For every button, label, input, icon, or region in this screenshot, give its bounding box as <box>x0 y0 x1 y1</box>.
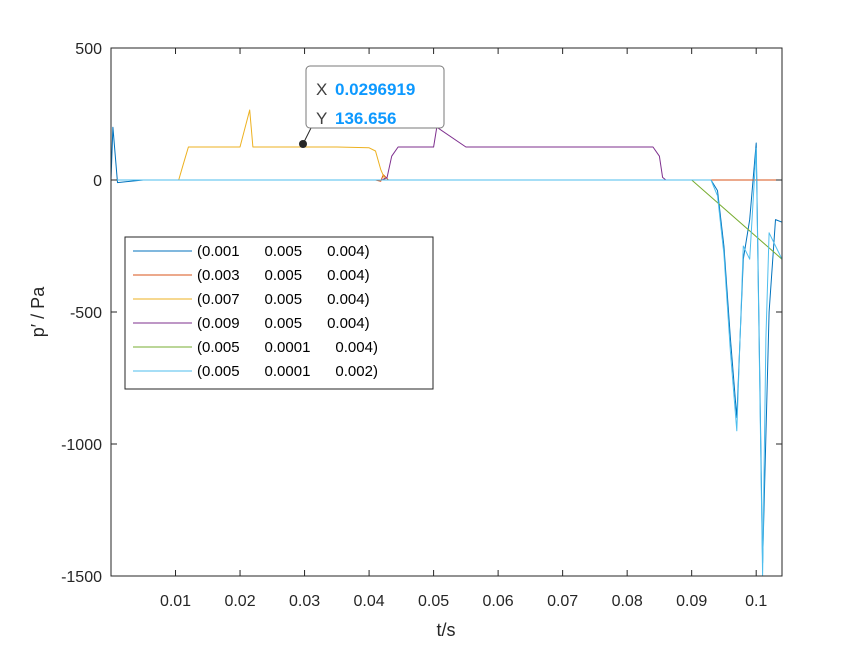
datatip-box <box>305 65 445 129</box>
legend-label-4: (0.009 0.005 0.004) <box>197 315 370 332</box>
y-tick-label: -500 <box>70 305 102 322</box>
datatip-y-key: Y <box>316 109 327 128</box>
y-axis-label: p′ / Pa <box>28 286 48 337</box>
legend[interactable]: (0.001 0.005 0.004) (0.003 0.005 0.004) (0… <box>124 236 434 390</box>
data-tip[interactable]: X 0.0296919 Y 136.656 <box>299 65 445 148</box>
datatip-marker[interactable] <box>299 140 307 148</box>
x-tick-label: 0.07 <box>547 593 578 610</box>
series-line-4[interactable] <box>381 126 667 181</box>
x-axis-label: t/s <box>436 620 455 640</box>
datatip-y-value: 136.656 <box>335 109 396 128</box>
legend-label-1: (0.001 0.005 0.004) <box>197 243 370 260</box>
ticks-layer: 0.01 0.02 0.03 0.04 0.05 0.06 0.07 0.08 0.09 0.1 5… <box>61 41 782 610</box>
legend-label-2: (0.003 0.005 0.004) <box>197 267 370 284</box>
legend-box <box>124 236 434 390</box>
legend-label-6: (0.005 0.0001 0.002) <box>197 363 378 380</box>
legend-label-3: (0.007 0.005 0.004) <box>197 291 370 308</box>
x-tick-label: 0.09 <box>676 593 707 610</box>
series-line-6[interactable] <box>111 147 782 576</box>
x-tick-label: 0.1 <box>745 593 767 610</box>
y-tick-label: -1000 <box>61 437 102 454</box>
x-tick-label: 0.05 <box>418 593 449 610</box>
datatip-x-value: 0.0296919 <box>335 80 415 99</box>
datatip-x-key: X <box>316 80 327 99</box>
series-line-3[interactable] <box>111 109 402 181</box>
y-tick-label: 500 <box>75 41 102 58</box>
legend-entries: (0.001 0.005 0.004) (0.003 0.005 0.004) (0… <box>133 243 378 380</box>
x-tick-label: 0.01 <box>160 593 191 610</box>
legend-label-5: (0.005 0.0001 0.004) <box>197 339 378 356</box>
x-tick-label: 0.06 <box>483 593 514 610</box>
series-layer <box>111 109 782 576</box>
x-tick-label: 0.08 <box>612 593 643 610</box>
x-tick-label: 0.02 <box>224 593 255 610</box>
x-tick-label: 0.04 <box>354 593 385 610</box>
y-tick-label: -1500 <box>61 569 102 586</box>
y-tick-label: 0 <box>93 173 102 190</box>
x-tick-label: 0.03 <box>289 593 320 610</box>
